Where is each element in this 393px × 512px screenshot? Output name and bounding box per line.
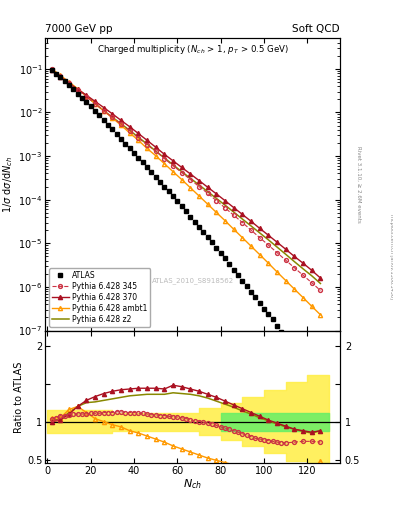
Legend: ATLAS, Pythia 6.428 345, Pythia 6.428 370, Pythia 6.428 ambt1, Pythia 6.428 z2: ATLAS, Pythia 6.428 345, Pythia 6.428 37…: [49, 268, 151, 327]
Y-axis label: 1/$\sigma$ d$\sigma$/d$N_{ch}$: 1/$\sigma$ d$\sigma$/d$N_{ch}$: [2, 156, 15, 213]
Text: mcplots.cern.ch [arXiv:1306.3436]: mcplots.cern.ch [arXiv:1306.3436]: [389, 214, 393, 298]
Text: Charged multiplicity ($N_{ch}$ > 1, $p_T$ > 0.5 GeV): Charged multiplicity ($N_{ch}$ > 1, $p_T…: [97, 43, 288, 56]
X-axis label: $N_{ch}$: $N_{ch}$: [183, 478, 202, 492]
Text: ATLAS_2010_S8918562: ATLAS_2010_S8918562: [152, 278, 233, 284]
Text: 7000 GeV pp: 7000 GeV pp: [45, 24, 113, 34]
Y-axis label: Ratio to ATLAS: Ratio to ATLAS: [14, 361, 24, 433]
Text: Soft QCD: Soft QCD: [292, 24, 340, 34]
Text: Rivet 3.1.10, ≥ 2.6M events: Rivet 3.1.10, ≥ 2.6M events: [356, 146, 362, 223]
